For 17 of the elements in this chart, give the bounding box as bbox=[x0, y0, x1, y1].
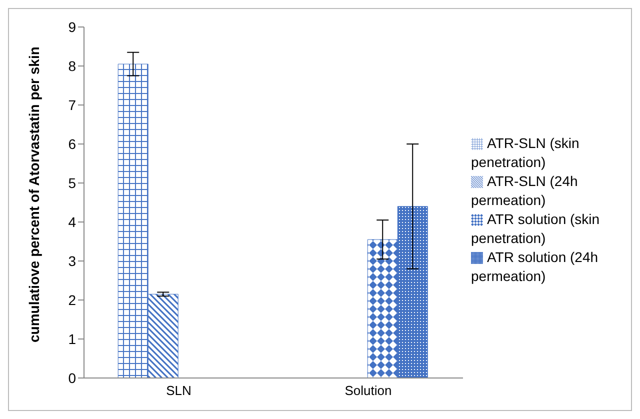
y-tick-label: 1 bbox=[68, 330, 76, 347]
y-tick-label: 0 bbox=[68, 370, 76, 386]
y-tick-label: 7 bbox=[68, 96, 76, 113]
x-tick-label: Solution bbox=[344, 383, 392, 398]
y-tick-label: 8 bbox=[68, 58, 76, 74]
y-tick-label: 9 bbox=[68, 18, 76, 35]
y-axis-title: cumulatiove percent of Atorvastatin per skin bbox=[26, 46, 42, 342]
y-tick-label: 3 bbox=[68, 252, 76, 269]
y-tick-label: 6 bbox=[68, 136, 76, 152]
y-tick-label: 2 bbox=[68, 292, 76, 308]
legend-label: ATR-SLN (skin penetration) bbox=[471, 134, 580, 170]
x-tick-label: SLN bbox=[166, 383, 192, 398]
legend-label: ATR solution (24h permeation) bbox=[471, 248, 598, 284]
legend-label: ATR solution (skin penetration) bbox=[471, 210, 600, 246]
y-tick-label: 5 bbox=[68, 174, 76, 191]
y-tick-label: 4 bbox=[68, 214, 76, 230]
legend-label: ATR-SLN (24h permeation) bbox=[471, 172, 578, 208]
